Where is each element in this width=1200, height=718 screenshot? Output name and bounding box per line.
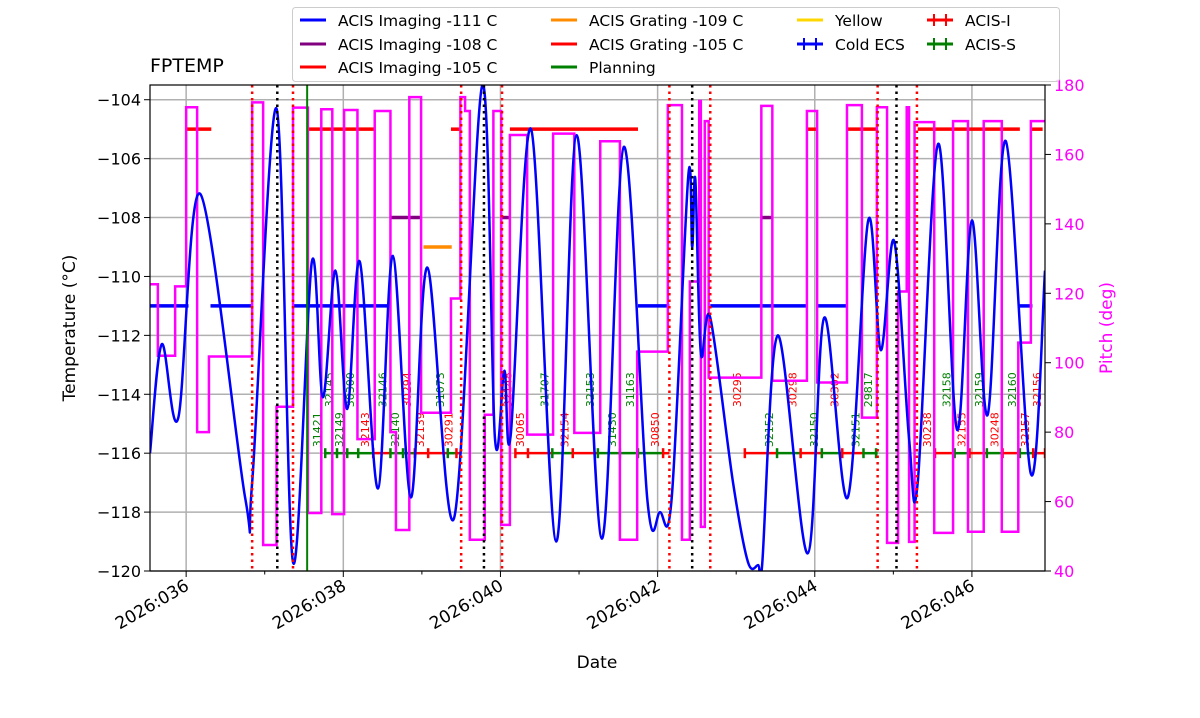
legend-label: Cold ECS (835, 36, 905, 54)
obsid-label: 32140 (389, 412, 402, 447)
y-axis-label: Temperature (°C) (60, 255, 80, 403)
legend-item: Cold ECS (797, 36, 905, 54)
y-tick-label: −114 (97, 385, 141, 404)
y-right-axis-label: Pitch (deg) (1097, 282, 1117, 374)
y-right-tick-label: 120 (1054, 284, 1085, 303)
obsid-label: 29817 (862, 372, 875, 407)
chart-title: FPTEMP (150, 55, 224, 77)
legend-label: Yellow (834, 12, 883, 30)
legend-box (292, 7, 1060, 82)
obsid-label: 30850 (649, 412, 662, 447)
y-tick-label: −116 (97, 444, 141, 463)
obsid-label: 32150 (808, 412, 821, 447)
legend-label: ACIS Imaging -108 C (338, 36, 497, 54)
obsid-label: 31163 (624, 372, 637, 407)
x-tick-label: 2026:044 (741, 576, 822, 634)
y-tick-label: −120 (97, 562, 141, 581)
legend-item: Yellow (797, 12, 883, 30)
plot-frame (149, 84, 1046, 572)
obsid-label: 31430 (606, 412, 619, 447)
legend-label: Planning (589, 59, 656, 77)
obsid-label: 30065 (514, 412, 527, 447)
y-tick-label: −118 (97, 503, 141, 522)
x-tick-label: 2026:036 (112, 576, 193, 634)
temperature-line (150, 85, 1045, 571)
legend-label: ACIS-I (965, 12, 1011, 30)
legend-item: Planning (551, 59, 656, 77)
legend-label: ACIS-S (965, 36, 1016, 54)
y-right-tick-label: 160 (1054, 145, 1085, 164)
y-tick-label: −106 (97, 150, 141, 169)
legend-item: ACIS Imaging -111 C (300, 12, 497, 30)
obsid-label: 30238 (921, 412, 934, 447)
x-tick-label: 2026:042 (584, 576, 665, 634)
y-right-tick-label: 80 (1054, 423, 1074, 442)
legend-item: ACIS Imaging -105 C (300, 59, 497, 77)
obsid-label: 32156 (1031, 372, 1044, 407)
y-tick-label: −110 (97, 267, 141, 286)
obsid-label: 30248 (989, 412, 1002, 447)
y-right-tick-label: 180 (1054, 76, 1085, 95)
legend-label: ACIS Imaging -105 C (338, 59, 497, 77)
x-tick-label: 2026:040 (426, 576, 507, 634)
y-tick-label: −108 (97, 209, 141, 228)
x-axis-label: Date (577, 653, 618, 673)
legend-item: ACIS Imaging -108 C (300, 36, 497, 54)
legend: ACIS Imaging -111 C ACIS Imaging -108 C AC… (292, 7, 1060, 82)
plot-marks: 3142132145321493030032143321463214030294… (150, 85, 1045, 571)
obsid-label: 32154 (559, 412, 572, 447)
legend-item: ACIS Grating -105 C (551, 36, 743, 54)
obsid-label: 32158 (941, 372, 954, 407)
y-tick-label: −104 (97, 91, 141, 110)
obsid-label: 30291 (442, 412, 455, 447)
legend-label: ACIS Grating -109 C (589, 12, 743, 30)
y-right-tick-label: 100 (1054, 354, 1085, 373)
obsid-label: 30295 (731, 372, 744, 407)
y-right-tick-label: 40 (1054, 562, 1074, 581)
legend-label: ACIS Imaging -111 C (338, 12, 497, 30)
x-tick-label: 2026:038 (269, 576, 350, 634)
x-tick-label: 2026:046 (898, 576, 979, 634)
legend-item: ACIS-I (927, 12, 1011, 30)
y-right-tick-label: 140 (1054, 215, 1085, 234)
legend-label: ACIS Grating -105 C (589, 36, 743, 54)
legend-item: ACIS-S (927, 36, 1016, 54)
obsid-label: 32160 (1006, 372, 1019, 407)
y-tick-label: −112 (97, 326, 141, 345)
legend-item: ACIS Grating -109 C (551, 12, 743, 30)
y-right-tick-label: 60 (1054, 493, 1074, 512)
